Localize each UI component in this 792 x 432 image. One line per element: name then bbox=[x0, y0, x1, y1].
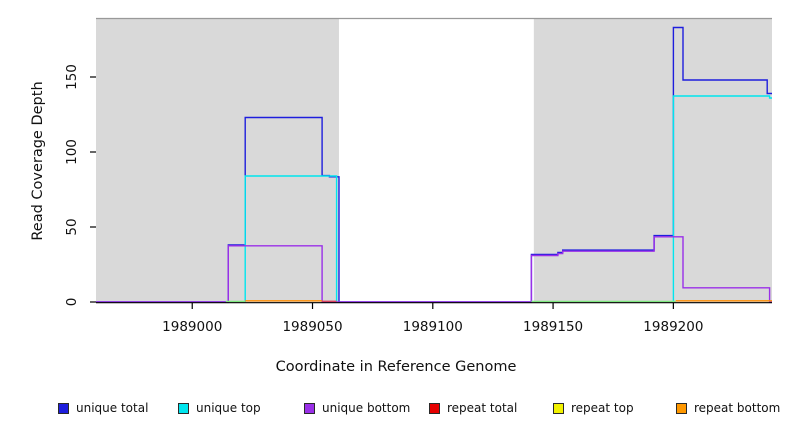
x-tick-label-3: 1989150 bbox=[523, 319, 583, 335]
shaded-region-0 bbox=[96, 18, 339, 303]
series-unique-total-seg0 bbox=[96, 26, 772, 303]
y-tick-label-2: 100 bbox=[64, 139, 80, 165]
y-tick-label-3: 150 bbox=[64, 64, 80, 90]
x-tick-label-4: 1989200 bbox=[643, 319, 703, 335]
series-unique-bottom-seg0 bbox=[96, 236, 772, 303]
x-tick-label-0: 1989000 bbox=[162, 319, 222, 335]
series-unique-top-seg0 bbox=[244, 175, 338, 302]
x-axis-label: Coordinate in Reference Genome bbox=[275, 359, 517, 375]
shaded-region-1 bbox=[533, 18, 772, 303]
x-tick-label-1: 1989050 bbox=[282, 319, 342, 335]
x-tick-label-2: 1989100 bbox=[403, 319, 463, 335]
y-tick-label-1: 50 bbox=[64, 218, 80, 235]
y-tick-label-0: 0 bbox=[64, 298, 80, 307]
y-axis-label: Read Coverage Depth bbox=[30, 81, 46, 241]
series-unique-top-seg1 bbox=[672, 95, 772, 302]
